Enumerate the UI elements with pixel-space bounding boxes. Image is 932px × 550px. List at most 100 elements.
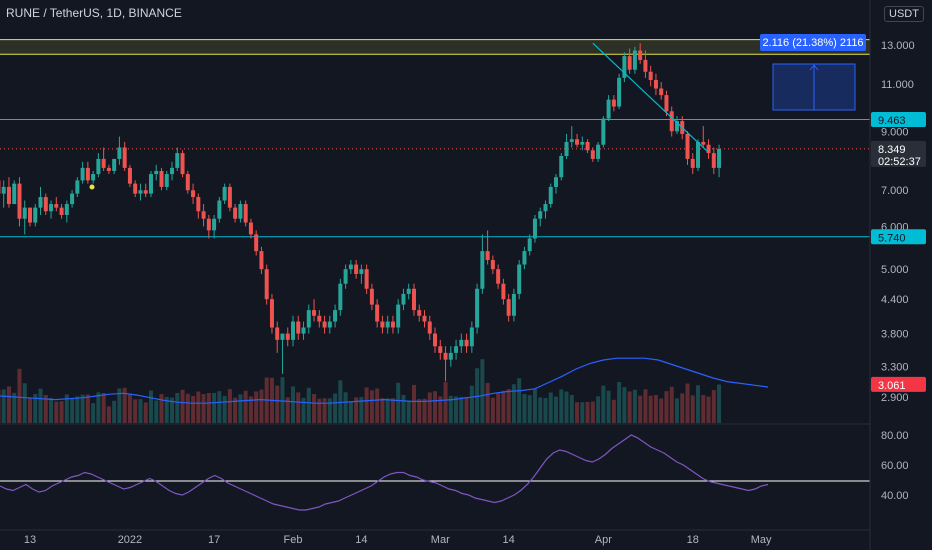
- volume-bar: [406, 400, 411, 423]
- volume-bar: [80, 394, 85, 423]
- rsi-tick-label: 40.00: [881, 490, 909, 502]
- candle-body: [212, 218, 217, 231]
- volume-bar: [222, 395, 227, 423]
- candle-body: [538, 211, 543, 219]
- volume-bar: [464, 396, 469, 423]
- volume-bar: [138, 399, 143, 423]
- volume-bar: [685, 383, 690, 423]
- price-axis[interactable]: 13.00011.0009.0007.0006.0005.0004.4003.8…: [881, 40, 915, 404]
- candle-body: [117, 147, 122, 159]
- volume-bar: [312, 394, 317, 423]
- candle-body: [490, 259, 495, 270]
- candle-body: [70, 193, 75, 205]
- candle-body: [527, 238, 532, 252]
- candle-body: [38, 197, 43, 208]
- candle-body: [511, 293, 516, 316]
- volume-bar: [212, 392, 217, 423]
- measure-arrowhead: [809, 64, 819, 71]
- candle-body: [259, 251, 264, 270]
- volume-bar: [180, 389, 185, 423]
- volume-bar: [106, 406, 111, 423]
- rsi-pane: [0, 434, 870, 511]
- volume-bar: [396, 382, 401, 423]
- candle-body: [233, 207, 238, 219]
- drawings[interactable]: [89, 42, 856, 190]
- rsi-tick-label: 60.00: [881, 460, 909, 472]
- time-tick-label: Feb: [284, 534, 303, 546]
- volume-bar: [701, 394, 706, 423]
- time-tick-label: 18: [687, 534, 699, 546]
- time-tick-label: 13: [24, 534, 36, 546]
- volume-bar: [559, 389, 564, 423]
- candle-body: [28, 207, 32, 223]
- candle-body: [659, 88, 664, 96]
- candle-body: [359, 269, 364, 274]
- volume-bar: [580, 402, 585, 423]
- current-price-label: [871, 140, 926, 167]
- volume-bar: [28, 397, 32, 423]
- candle-body: [59, 207, 64, 215]
- candle-body: [54, 204, 59, 208]
- volume-bar: [143, 402, 148, 423]
- candle-body: [617, 77, 622, 107]
- time-axis[interactable]: 13 2022 17 Feb 14 Mar 14 Apr 18 May: [24, 534, 772, 546]
- candle-body: [685, 133, 690, 159]
- volume-bar: [643, 389, 648, 423]
- price-tick-label: 13.000: [881, 40, 915, 52]
- time-tick-label: 14: [503, 534, 515, 546]
- volume-bar: [427, 392, 432, 423]
- volume-bar: [669, 386, 674, 423]
- candle-body: [238, 204, 243, 219]
- volume-bar: [175, 392, 180, 423]
- candle-body: [217, 200, 222, 219]
- volume-bar: [196, 391, 201, 423]
- volume-bar: [390, 398, 395, 423]
- volume-bar: [75, 396, 80, 423]
- volume-bar: [548, 392, 553, 423]
- candle-body: [33, 207, 38, 223]
- volume-bar: [364, 387, 369, 423]
- volume-bar: [133, 399, 138, 423]
- volume-bar: [33, 394, 38, 423]
- candle-body: [443, 352, 448, 360]
- candle-body: [401, 293, 406, 305]
- candle-body: [91, 174, 96, 181]
- candle-body: [501, 283, 506, 300]
- volume-bar: [611, 399, 616, 423]
- candle-body: [575, 139, 580, 145]
- volume-bar: [433, 391, 438, 423]
- candle-body: [485, 251, 490, 260]
- volume-bar: [306, 387, 311, 423]
- candle-body: [191, 190, 196, 198]
- candle-body: [154, 170, 159, 175]
- candle-body: [112, 158, 117, 171]
- candle-body: [417, 310, 422, 316]
- volume-bar: [711, 390, 716, 423]
- current-price-label-text: 02:52:37: [878, 156, 921, 168]
- candle-body: [170, 167, 175, 175]
- candle-body: [254, 234, 259, 252]
- volume-bar: [564, 391, 569, 423]
- volume-bars: [0, 359, 722, 423]
- candle-body: [185, 174, 190, 191]
- candle-body: [564, 141, 569, 156]
- currency-button[interactable]: USDT: [884, 6, 924, 22]
- volume-bar: [85, 394, 90, 423]
- candle-body: [1, 186, 6, 194]
- volume-bar: [401, 394, 406, 423]
- trendline[interactable]: [592, 42, 709, 153]
- volume-bar: [674, 398, 679, 423]
- volume-bar: [532, 389, 537, 423]
- candle-body: [611, 99, 616, 107]
- candle-body: [369, 288, 374, 305]
- level-low-label: [871, 376, 926, 392]
- candle-body: [175, 153, 180, 168]
- price-tick-label: 3.800: [881, 329, 909, 341]
- volume-bar: [259, 389, 264, 423]
- volume-bar: [511, 384, 516, 423]
- candle-body: [711, 153, 716, 168]
- candle-body: [17, 183, 22, 219]
- candle-body: [433, 333, 438, 347]
- volume-bar: [248, 396, 253, 423]
